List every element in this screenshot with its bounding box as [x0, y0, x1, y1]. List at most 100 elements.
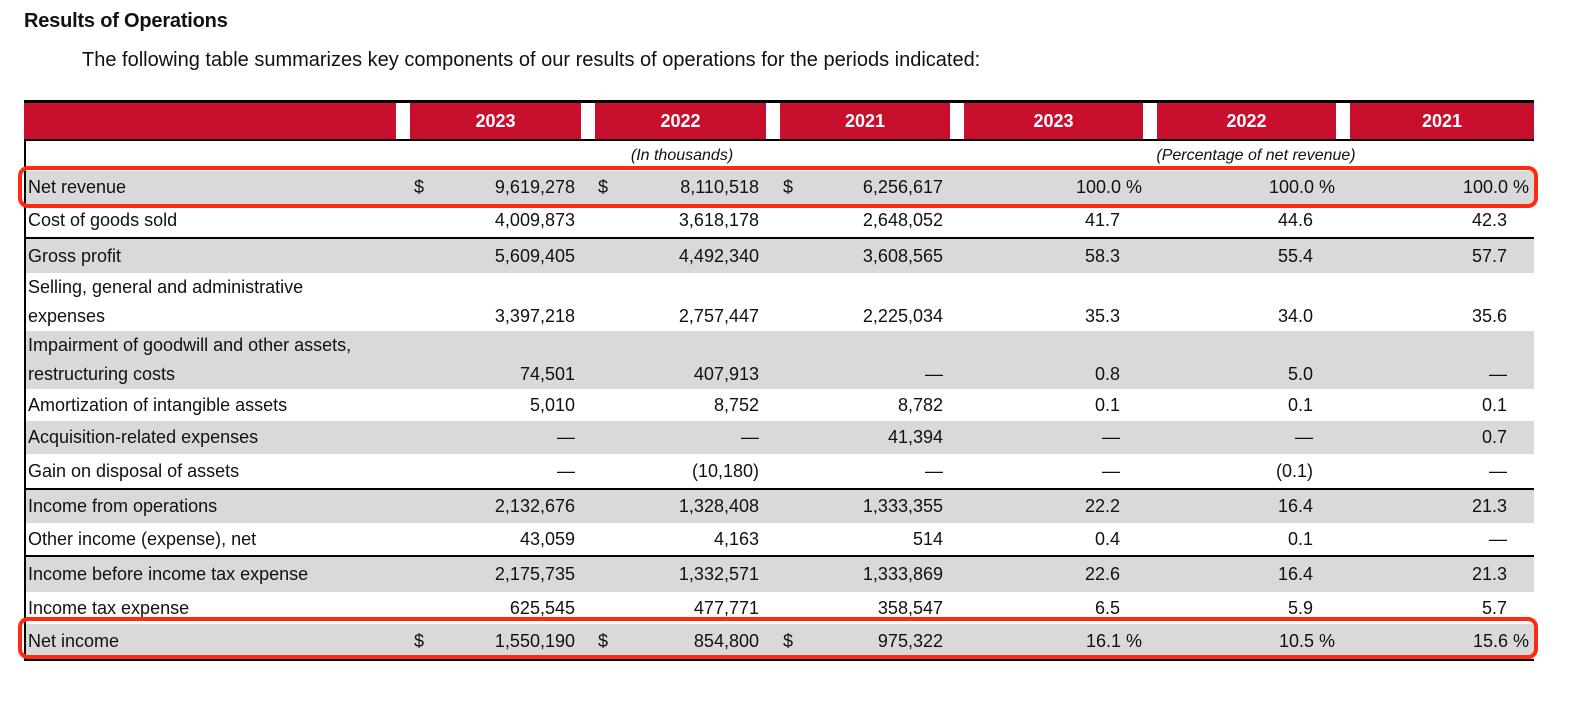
amount-cell: 5,609,405 [494, 246, 575, 266]
amount-cell: 2,648,052 [862, 210, 943, 230]
percent-cell: 5.9 [1287, 598, 1313, 618]
header-2022-amount: 2022 [660, 111, 701, 131]
percent-cell: 10.5 % [1278, 631, 1335, 651]
amount-cell: 1,332,571 [678, 564, 759, 584]
row-label: Net revenue [28, 177, 127, 197]
percent-cell: 0.7 [1481, 427, 1507, 447]
table-header: 2023 2022 2021 2023 2022 2021 [24, 100, 1534, 141]
percent-cell: 21.3 [1471, 496, 1507, 516]
percent-cell: 0.8 [1094, 364, 1120, 384]
amount-cell: 514 [912, 529, 943, 549]
dollar-sign: $ [414, 177, 425, 197]
table-row: Impairment of goodwill and other assets,… [26, 331, 1534, 389]
percent-cell: 0.1 [1481, 395, 1507, 415]
table-row: Other income (expense), net 43,059 4,163 51… [26, 523, 1534, 555]
percent-cell: 58.3 [1084, 246, 1120, 266]
header-2023-amount: 2023 [475, 111, 516, 131]
percent-cell: — [1295, 427, 1313, 447]
header-2023-pct: 2023 [1033, 111, 1074, 131]
percent-cell: 15.6 % [1472, 631, 1529, 651]
percent-cell: 6.5 [1094, 598, 1120, 618]
amount-cell: — [925, 461, 943, 481]
amount-cell: 9,619,278 [494, 177, 575, 197]
row-label-continued: expenses [28, 306, 106, 326]
percent-cell: 41.7 [1084, 210, 1120, 230]
amount-cell: 3,618,178 [678, 210, 759, 230]
percent-cell: 100.0 % [1075, 177, 1142, 197]
table-row: Income before income tax expense 2,175,73… [26, 555, 1534, 592]
percent-cell: 35.6 [1471, 306, 1507, 326]
amount-cell: 4,009,873 [494, 210, 575, 230]
amount-cell: — [925, 364, 943, 384]
amount-cell: 4,492,340 [678, 246, 759, 266]
percent-cell: 5.7 [1481, 598, 1507, 618]
amount-cell: 4,163 [713, 529, 759, 549]
units-row: (In thousands) (Percentage of net revenu… [26, 141, 1534, 171]
table-body: Net revenue $9,619,278 $8,110,518 $6,256,61… [26, 171, 1534, 661]
percent-cell: (0.1) [1275, 461, 1313, 481]
section-title: Results of Operations [24, 10, 228, 32]
percent-cell: 57.7 [1471, 246, 1507, 266]
table-row: Gain on disposal of assets — (10,180) — — (0.… [26, 454, 1534, 488]
dollar-sign: $ [783, 631, 794, 651]
row-label: Income from operations [28, 496, 218, 516]
row-label: Impairment of goodwill and other assets, [28, 335, 352, 355]
amount-cell: — [741, 427, 759, 447]
row-label: Income before income tax expense [28, 564, 309, 584]
header-2022-pct: 2022 [1226, 111, 1267, 131]
amount-cell: 6,256,617 [862, 177, 943, 197]
amount-cell: 41,394 [887, 427, 943, 447]
amount-cell: 854,800 [693, 631, 759, 651]
amount-cell: 1,550,190 [494, 631, 575, 651]
amount-cell: 3,608,565 [862, 246, 943, 266]
percent-cell: — [1489, 529, 1507, 549]
table-row: Income from operations 2,132,676 1,328,408… [26, 488, 1534, 523]
amount-cell: 8,782 [897, 395, 943, 415]
row-label-continued: restructuring costs [28, 364, 176, 384]
amount-cell: 1,328,408 [678, 496, 759, 516]
percent-cell: — [1489, 461, 1507, 481]
amount-cell: 625,545 [509, 598, 575, 618]
table-row: Gross profit 5,609,405 4,492,340 3,608,565 5… [26, 237, 1534, 273]
percent-cell: 0.4 [1094, 529, 1120, 549]
amount-cell: — [557, 461, 575, 481]
percent-cell: 22.6 [1084, 564, 1120, 584]
amount-cell: 1,333,869 [862, 564, 943, 584]
row-label: Acquisition-related expenses [28, 427, 259, 447]
dollar-sign: $ [598, 177, 609, 197]
amount-cell: (10,180) [691, 461, 759, 481]
percent-cell: 44.6 [1277, 210, 1313, 230]
amount-cell: 2,132,676 [494, 496, 575, 516]
amount-cell: 1,333,355 [862, 496, 943, 516]
table-row: Selling, general and administrative expen… [26, 273, 1534, 331]
percent-cell: 22.2 [1084, 496, 1120, 516]
percent-cell: 21.3 [1471, 564, 1507, 584]
row-label: Selling, general and administrative [28, 277, 304, 297]
dollar-sign: $ [598, 631, 609, 651]
percent-cell: 55.4 [1277, 246, 1313, 266]
row-label: Cost of goods sold [28, 210, 178, 230]
dollar-sign: $ [414, 631, 425, 651]
amount-cell: 2,757,447 [678, 306, 759, 326]
amount-cell: 407,913 [693, 364, 759, 384]
amount-cell: 358,547 [877, 598, 943, 618]
row-label: Other income (expense), net [28, 529, 257, 549]
percent-cell: 5.0 [1287, 364, 1313, 384]
table-row: Net revenue $9,619,278 $8,110,518 $6,256,61… [26, 171, 1534, 204]
table-row: Net income $1,550,190 $854,800 $975,322 16.1… [26, 624, 1534, 659]
row-label: Net income [28, 631, 120, 651]
percent-cell: 0.1 [1287, 529, 1313, 549]
percent-cell: 16.4 [1277, 564, 1313, 584]
row-label: Amortization of intangible assets [28, 395, 288, 415]
percent-cell: 16.4 [1277, 496, 1313, 516]
percent-cell: 16.1 % [1085, 631, 1142, 651]
amount-cell: 2,225,034 [862, 306, 943, 326]
percent-cell: 0.1 [1094, 395, 1120, 415]
intro-text: The following table summarizes key compo… [82, 49, 981, 71]
percent-cell: 35.3 [1084, 306, 1120, 326]
amount-cell: 8,752 [713, 395, 759, 415]
row-label: Income tax expense [28, 598, 190, 618]
percent-cell: — [1489, 364, 1507, 384]
amount-cell: 8,110,518 [680, 177, 759, 197]
percent-cell: — [1102, 427, 1120, 447]
